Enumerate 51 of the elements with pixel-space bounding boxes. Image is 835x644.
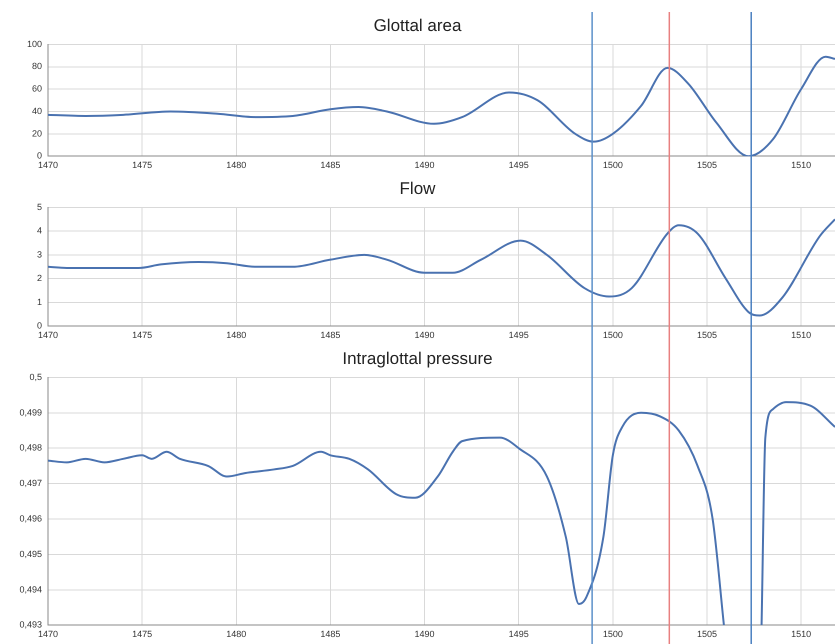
y-tick-label: 5 [36,202,42,212]
x-tick-label: 1510 [791,629,812,640]
x-tick-label: 1495 [508,160,529,170]
y-tick-label: 1 [36,296,42,307]
line-series [48,218,835,317]
x-tick-label: 1490 [414,160,435,170]
x-tick-label: 1510 [791,330,812,340]
x-tick-label: 1505 [696,330,717,340]
x-tick-label: 1500 [602,629,623,640]
y-tick-label: 100 [26,38,42,49]
x-tick-label: 1490 [414,629,435,640]
x-tick-label: 1470 [38,160,58,170]
x-tick-label: 1500 [602,160,623,170]
y-tick-label: 0,499 [19,407,42,418]
x-tick-label: 1495 [508,330,529,340]
y-tick-label: 3 [36,249,42,260]
x-tick-label: 1470 [38,330,58,340]
x-tick-label: 1475 [132,160,152,170]
x-tick-label: 1480 [226,629,246,640]
chart-title: Flow [400,178,436,198]
y-tick-label: 40 [32,106,42,116]
x-tick-label: 1500 [602,330,623,340]
x-tick-label: 1490 [414,330,435,340]
x-tick-label: 1495 [508,629,529,640]
x-tick-label: 1480 [226,330,246,340]
y-tick-label: 0,498 [19,442,42,453]
y-tick-label: 0,496 [19,513,42,524]
y-tick-label: 0,497 [19,478,42,488]
x-tick-label: 1480 [226,160,246,170]
y-tick-label: 2 [36,273,42,284]
x-tick-label: 1485 [320,330,340,340]
x-tick-label: 1470 [38,629,58,640]
y-tick-label: 0,494 [19,584,42,594]
x-tick-label: 1485 [320,629,340,640]
y-tick-label: 0 [36,150,42,161]
x-tick-label: 1485 [320,160,340,170]
y-tick-label: 20 [32,128,42,138]
x-tick-label: 1510 [791,160,812,170]
y-tick-label: 0,493 [19,620,42,630]
y-tick-label: 80 [32,61,42,72]
x-tick-label: 1475 [132,629,152,640]
y-tick-label: 0,495 [19,548,42,559]
x-tick-label: 1505 [696,160,717,170]
chart-title: Intraglottal pressure [342,348,493,368]
y-tick-label: 0,5 [29,372,42,382]
x-tick-label: 1475 [132,330,152,340]
y-tick-label: 4 [36,226,42,236]
y-tick-label: 60 [32,84,42,94]
y-tick-label: 0 [36,320,42,331]
x-tick-label: 1505 [696,629,717,640]
chart-title: Glottal area [374,16,462,35]
